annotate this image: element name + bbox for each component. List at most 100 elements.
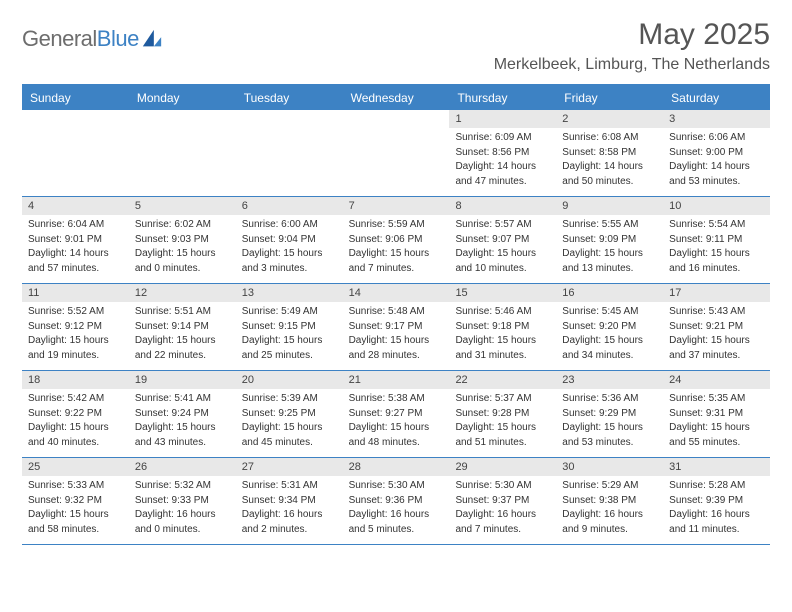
dl2-text: and 19 minutes.	[28, 349, 123, 363]
sunset-text: Sunset: 8:56 PM	[455, 146, 550, 160]
sunrise-text: Sunrise: 5:39 AM	[242, 392, 337, 406]
day-info: Sunrise: 6:02 AMSunset: 9:03 PMDaylight:…	[129, 215, 236, 279]
sunset-text: Sunset: 9:11 PM	[669, 233, 764, 247]
day-number: 31	[663, 458, 770, 476]
dl2-text: and 40 minutes.	[28, 436, 123, 450]
day-info: Sunrise: 5:55 AMSunset: 9:09 PMDaylight:…	[556, 215, 663, 279]
day-cell: 5Sunrise: 6:02 AMSunset: 9:03 PMDaylight…	[129, 197, 236, 283]
day-cell: 3Sunrise: 6:06 AMSunset: 9:00 PMDaylight…	[663, 110, 770, 196]
sunrise-text: Sunrise: 5:43 AM	[669, 305, 764, 319]
day-info: Sunrise: 5:59 AMSunset: 9:06 PMDaylight:…	[343, 215, 450, 279]
dl1-text: Daylight: 15 hours	[669, 334, 764, 348]
dl2-text: and 31 minutes.	[455, 349, 550, 363]
sunrise-text: Sunrise: 5:30 AM	[455, 479, 550, 493]
weekday-header: Tuesday	[236, 86, 343, 110]
dl1-text: Daylight: 15 hours	[562, 247, 657, 261]
dl2-text: and 43 minutes.	[135, 436, 230, 450]
weekday-header: Saturday	[663, 86, 770, 110]
sunrise-text: Sunrise: 5:54 AM	[669, 218, 764, 232]
day-cell	[22, 110, 129, 196]
dl1-text: Daylight: 15 hours	[562, 334, 657, 348]
day-cell: 27Sunrise: 5:31 AMSunset: 9:34 PMDayligh…	[236, 458, 343, 544]
day-number: 4	[22, 197, 129, 215]
day-cell: 29Sunrise: 5:30 AMSunset: 9:37 PMDayligh…	[449, 458, 556, 544]
day-info: Sunrise: 5:35 AMSunset: 9:31 PMDaylight:…	[663, 389, 770, 453]
sunset-text: Sunset: 9:34 PM	[242, 494, 337, 508]
sunset-text: Sunset: 9:09 PM	[562, 233, 657, 247]
weeks-container: 1Sunrise: 6:09 AMSunset: 8:56 PMDaylight…	[22, 110, 770, 545]
calendar: Sunday Monday Tuesday Wednesday Thursday…	[22, 84, 770, 545]
dl1-text: Daylight: 15 hours	[455, 247, 550, 261]
sunrise-text: Sunrise: 6:08 AM	[562, 131, 657, 145]
dl2-text: and 58 minutes.	[28, 523, 123, 537]
day-info: Sunrise: 5:45 AMSunset: 9:20 PMDaylight:…	[556, 302, 663, 366]
day-info: Sunrise: 5:33 AMSunset: 9:32 PMDaylight:…	[22, 476, 129, 540]
day-cell: 26Sunrise: 5:32 AMSunset: 9:33 PMDayligh…	[129, 458, 236, 544]
day-info: Sunrise: 5:29 AMSunset: 9:38 PMDaylight:…	[556, 476, 663, 540]
sunset-text: Sunset: 8:58 PM	[562, 146, 657, 160]
sunset-text: Sunset: 9:03 PM	[135, 233, 230, 247]
sunrise-text: Sunrise: 6:00 AM	[242, 218, 337, 232]
dl1-text: Daylight: 15 hours	[242, 334, 337, 348]
day-cell: 25Sunrise: 5:33 AMSunset: 9:32 PMDayligh…	[22, 458, 129, 544]
dl1-text: Daylight: 15 hours	[28, 508, 123, 522]
day-number	[129, 110, 236, 128]
dl2-text: and 55 minutes.	[669, 436, 764, 450]
sunrise-text: Sunrise: 5:55 AM	[562, 218, 657, 232]
day-info: Sunrise: 6:09 AMSunset: 8:56 PMDaylight:…	[449, 128, 556, 192]
week-row: 25Sunrise: 5:33 AMSunset: 9:32 PMDayligh…	[22, 458, 770, 545]
dl2-text: and 9 minutes.	[562, 523, 657, 537]
dl1-text: Daylight: 16 hours	[455, 508, 550, 522]
sunset-text: Sunset: 9:07 PM	[455, 233, 550, 247]
day-cell: 10Sunrise: 5:54 AMSunset: 9:11 PMDayligh…	[663, 197, 770, 283]
brand-logo: GeneralBlue	[22, 18, 163, 52]
day-cell: 20 Sunrise: 5:39 AMSunset: 9:25 PMDayligh…	[236, 371, 343, 457]
sunset-text: Sunset: 9:18 PM	[455, 320, 550, 334]
day-cell: 28Sunrise: 5:30 AMSunset: 9:36 PMDayligh…	[343, 458, 450, 544]
day-number: 10	[663, 197, 770, 215]
sunrise-text: Sunrise: 5:35 AM	[669, 392, 764, 406]
sunrise-text: Sunrise: 5:45 AM	[562, 305, 657, 319]
dl2-text: and 11 minutes.	[669, 523, 764, 537]
dl1-text: Daylight: 15 hours	[242, 421, 337, 435]
weekday-header: Monday	[129, 86, 236, 110]
sunrise-text: Sunrise: 5:36 AM	[562, 392, 657, 406]
dl1-text: Daylight: 16 hours	[562, 508, 657, 522]
sunset-text: Sunset: 9:04 PM	[242, 233, 337, 247]
day-cell: 21Sunrise: 5:38 AMSunset: 9:27 PMDayligh…	[343, 371, 450, 457]
sunset-text: Sunset: 9:17 PM	[349, 320, 444, 334]
dl2-text: and 7 minutes.	[349, 262, 444, 276]
day-cell	[236, 110, 343, 196]
dl2-text: and 34 minutes.	[562, 349, 657, 363]
dl1-text: Daylight: 15 hours	[455, 334, 550, 348]
sunrise-text: Sunrise: 5:49 AM	[242, 305, 337, 319]
dl1-text: Daylight: 15 hours	[455, 421, 550, 435]
dl2-text: and 25 minutes.	[242, 349, 337, 363]
day-number: 30	[556, 458, 663, 476]
sunrise-text: Sunrise: 5:57 AM	[455, 218, 550, 232]
sunset-text: Sunset: 9:25 PM	[242, 407, 337, 421]
day-cell: 9Sunrise: 5:55 AMSunset: 9:09 PMDaylight…	[556, 197, 663, 283]
day-number	[343, 110, 450, 128]
dl2-text: and 47 minutes.	[455, 175, 550, 189]
day-number: 21	[343, 371, 450, 389]
weekday-header: Wednesday	[343, 86, 450, 110]
sunset-text: Sunset: 9:14 PM	[135, 320, 230, 334]
sunset-text: Sunset: 9:29 PM	[562, 407, 657, 421]
day-number	[22, 110, 129, 128]
day-number	[236, 110, 343, 128]
dl1-text: Daylight: 15 hours	[135, 334, 230, 348]
month-title: May 2025	[494, 18, 770, 52]
day-info: Sunrise: 5:48 AMSunset: 9:17 PMDaylight:…	[343, 302, 450, 366]
sunset-text: Sunset: 9:22 PM	[28, 407, 123, 421]
dl2-text: and 51 minutes.	[455, 436, 550, 450]
day-number: 20	[236, 371, 343, 389]
dl2-text: and 48 minutes.	[349, 436, 444, 450]
day-cell: 22Sunrise: 5:37 AMSunset: 9:28 PMDayligh…	[449, 371, 556, 457]
sunrise-text: Sunrise: 5:28 AM	[669, 479, 764, 493]
day-info: Sunrise: 5:38 AMSunset: 9:27 PMDaylight:…	[343, 389, 450, 453]
day-number: 15	[449, 284, 556, 302]
sunrise-text: Sunrise: 5:29 AM	[562, 479, 657, 493]
day-cell: 31Sunrise: 5:28 AMSunset: 9:39 PMDayligh…	[663, 458, 770, 544]
dl1-text: Daylight: 15 hours	[669, 421, 764, 435]
